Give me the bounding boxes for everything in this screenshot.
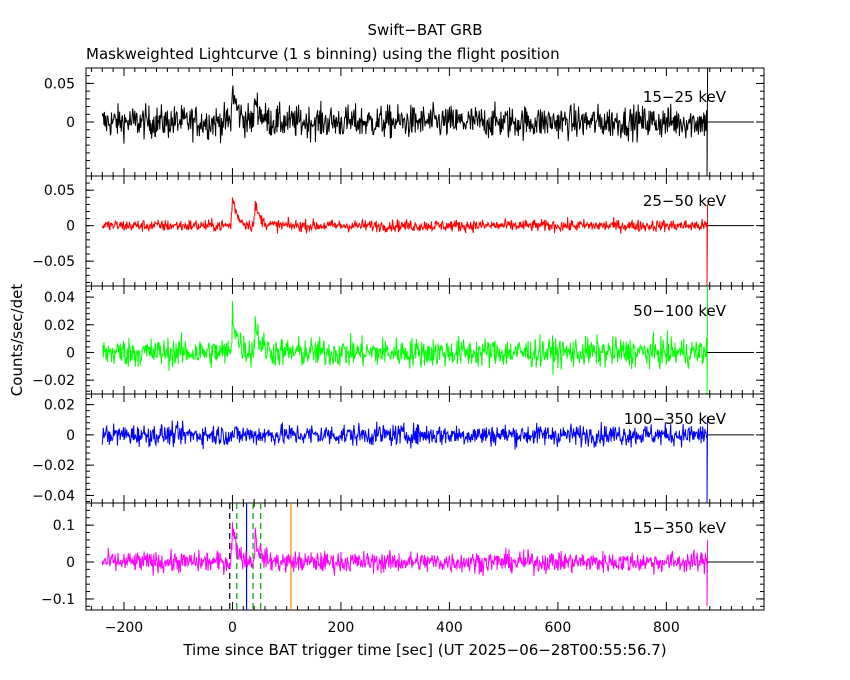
series-line — [101, 416, 709, 504]
x-tick-label: 600 — [545, 620, 572, 636]
series-line — [101, 285, 709, 395]
x-axis-label: Time since BAT trigger time [sec] (UT 20… — [182, 641, 666, 659]
y-tick-label: 0 — [66, 555, 75, 571]
panel-4: 0.02 0 −0.02 −0.04 100−350 keV — [32, 393, 765, 504]
y-tick-label: 0.04 — [44, 290, 75, 306]
panel-1: 0.05 0 15−25 keV — [44, 67, 765, 177]
series-label: 15−350 keV — [633, 519, 726, 537]
y-tick-label: 0 — [66, 219, 75, 235]
y-tick-label: −0.05 — [32, 254, 75, 270]
series-label: 100−350 keV — [624, 410, 727, 428]
y-tick-label: 0 — [66, 115, 75, 131]
y-tick-label: 0 — [66, 345, 75, 361]
y-tick-label: 0.05 — [44, 76, 75, 92]
panel-frame — [85, 502, 765, 611]
series-label: 25−50 keV — [643, 192, 727, 210]
panel-5: 0.1 0 −0.1 15−350 keV — [41, 502, 765, 611]
y-tick-label: 0 — [66, 428, 75, 444]
chart-subtitle: Maskweighted Lightcurve (1 s binning) us… — [86, 45, 560, 63]
y-tick-label: 0.05 — [44, 183, 75, 199]
x-tick-label: 800 — [653, 620, 680, 636]
series-line — [101, 197, 709, 287]
y-tick-label: −0.04 — [32, 488, 75, 504]
y-tick-label: 0.02 — [44, 398, 75, 414]
y-tick-label: 0.1 — [53, 518, 75, 534]
chart-title: Swift−BAT GRB — [367, 21, 482, 39]
x-tick-label: 400 — [436, 620, 463, 636]
series-line — [101, 522, 709, 607]
x-tick-label: −200 — [105, 620, 143, 636]
series-label: 15−25 keV — [643, 88, 727, 106]
y-tick-label: 0.02 — [44, 318, 75, 334]
series-label: 50−100 keV — [633, 302, 726, 320]
y-tick-label: −0.02 — [32, 458, 75, 474]
series-line — [101, 67, 709, 177]
y-axis-label: Counts/sec/det — [8, 284, 26, 397]
y-tick-label: −0.1 — [41, 592, 75, 608]
panel-3: 0.04 0.02 0 −0.02 50−100 keV — [32, 285, 765, 395]
y-tick-label: −0.02 — [32, 373, 75, 389]
panel-2: 0.05 0 −0.05 25−50 keV — [32, 175, 765, 287]
x-tick-label: 0 — [228, 620, 237, 636]
x-tick-label: 200 — [328, 620, 355, 636]
